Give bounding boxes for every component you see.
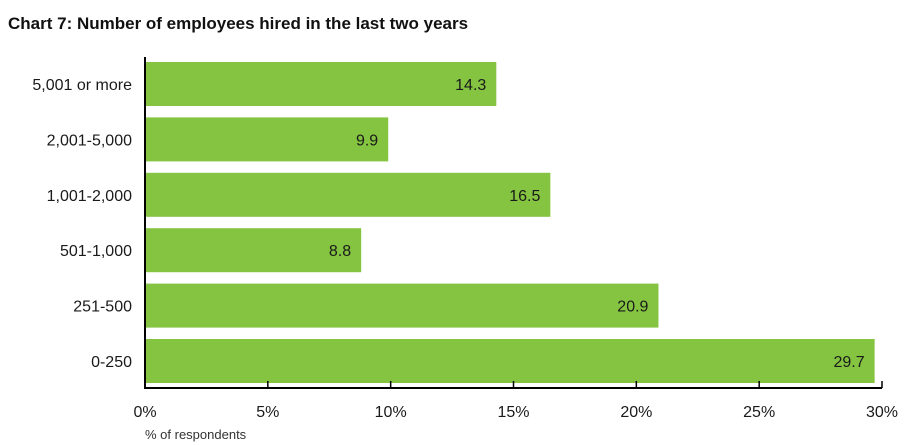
value-label: 9.9 [356, 132, 378, 149]
value-label: 29.7 [833, 354, 864, 371]
category-label: 5,001 or more [32, 77, 132, 94]
value-label: 20.9 [617, 299, 648, 316]
bar [145, 339, 875, 383]
labels-layer: 14.3 5,001 or more 9.9 2,001-5,000 16.5 1,001… [32, 77, 864, 371]
x-axis: 0% 5% 10% 15% 20% 25% 30% % of respondents [133, 57, 898, 442]
chart-title: Chart 7: Number of employees hired in th… [8, 14, 469, 33]
x-tick-label: 30% [866, 404, 898, 421]
bar [145, 283, 659, 328]
bars-layer [145, 62, 875, 383]
category-label: 251-500 [73, 299, 132, 316]
x-tick-label: 25% [743, 404, 775, 421]
x-tick-label: 15% [497, 404, 529, 421]
category-label: 2,001-5,000 [47, 132, 133, 149]
value-label: 16.5 [509, 188, 540, 205]
category-label: 501-1,000 [60, 243, 132, 260]
x-axis-title: % of respondents [145, 427, 247, 442]
category-label: 1,001-2,000 [47, 188, 133, 205]
bar [145, 62, 497, 106]
x-tick-label: 10% [375, 404, 407, 421]
x-tick-label: 20% [620, 404, 652, 421]
category-label: 0-250 [91, 354, 132, 371]
value-label: 8.8 [329, 243, 351, 260]
x-tick-label: 0% [133, 404, 156, 421]
x-tick-label: 5% [256, 404, 279, 421]
bar [145, 228, 362, 273]
value-label: 14.3 [455, 77, 486, 94]
bar [145, 117, 389, 162]
bar [145, 172, 551, 217]
